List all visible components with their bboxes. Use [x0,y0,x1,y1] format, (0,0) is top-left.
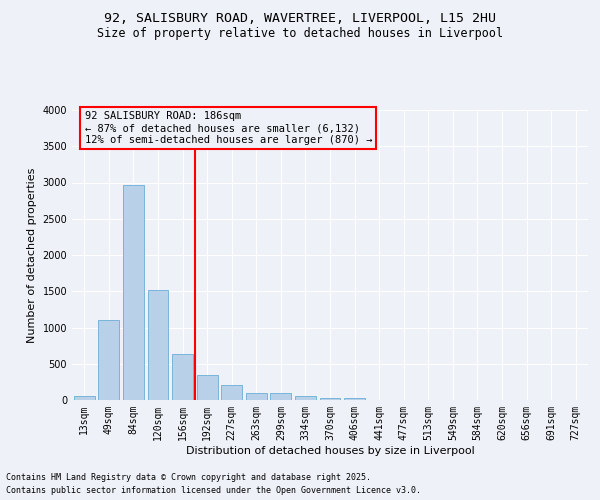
Bar [271,393,292,400]
Bar [197,374,218,400]
Bar [74,396,95,400]
Bar [221,385,242,400]
Bar [98,320,119,400]
Bar [148,290,169,400]
Bar [344,398,365,400]
Text: Contains HM Land Registry data © Crown copyright and database right 2025.: Contains HM Land Registry data © Crown c… [6,474,371,482]
Text: Size of property relative to detached houses in Liverpool: Size of property relative to detached ho… [97,28,503,40]
Y-axis label: Number of detached properties: Number of detached properties [27,168,37,342]
Bar [123,186,144,400]
Bar [172,354,193,400]
Bar [246,393,267,400]
Text: Contains public sector information licensed under the Open Government Licence v3: Contains public sector information licen… [6,486,421,495]
Text: 92, SALISBURY ROAD, WAVERTREE, LIVERPOOL, L15 2HU: 92, SALISBURY ROAD, WAVERTREE, LIVERPOOL… [104,12,496,26]
Text: 92 SALISBURY ROAD: 186sqm
← 87% of detached houses are smaller (6,132)
12% of se: 92 SALISBURY ROAD: 186sqm ← 87% of detac… [85,112,372,144]
X-axis label: Distribution of detached houses by size in Liverpool: Distribution of detached houses by size … [185,446,475,456]
Bar [320,398,340,400]
Bar [295,396,316,400]
